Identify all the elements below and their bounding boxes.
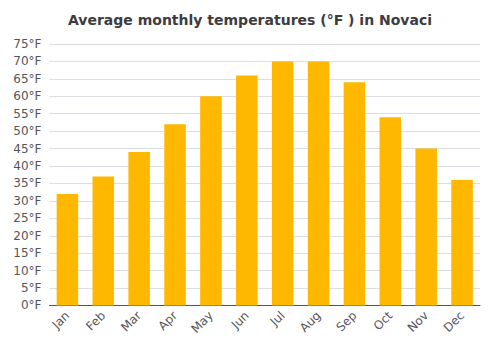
- svg-text:Jan: Jan: [49, 309, 73, 333]
- svg-text:15°F: 15°F: [13, 246, 41, 260]
- svg-text:30°F: 30°F: [13, 194, 41, 208]
- svg-text:0°F: 0°F: [21, 298, 42, 312]
- svg-text:Mar: Mar: [118, 308, 144, 334]
- svg-text:Aug: Aug: [297, 309, 323, 335]
- svg-text:35°F: 35°F: [13, 176, 41, 190]
- svg-text:Feb: Feb: [83, 309, 108, 334]
- svg-text:Oct: Oct: [371, 308, 396, 333]
- svg-text:70°F: 70°F: [13, 54, 41, 68]
- svg-text:Nov: Nov: [405, 309, 431, 335]
- svg-text:65°F: 65°F: [13, 72, 41, 86]
- svg-text:Jul: Jul: [267, 309, 288, 330]
- svg-text:60°F: 60°F: [13, 89, 41, 103]
- svg-text:10°F: 10°F: [13, 264, 41, 278]
- svg-text:Dec: Dec: [441, 309, 467, 335]
- svg-text:Sep: Sep: [334, 309, 360, 335]
- svg-text:Jun: Jun: [228, 309, 252, 333]
- svg-text:40°F: 40°F: [13, 159, 41, 173]
- svg-text:75°F: 75°F: [13, 37, 41, 51]
- svg-text:45°F: 45°F: [13, 142, 41, 156]
- svg-text:Average monthly temperatures (: Average monthly temperatures (°F ) in No…: [68, 12, 432, 28]
- svg-text:50°F: 50°F: [13, 124, 41, 138]
- svg-text:Apr: Apr: [155, 308, 180, 333]
- svg-text:May: May: [188, 309, 215, 336]
- svg-text:5°F: 5°F: [21, 281, 42, 295]
- svg-text:25°F: 25°F: [13, 211, 41, 225]
- svg-text:20°F: 20°F: [13, 229, 41, 243]
- svg-text:55°F: 55°F: [13, 107, 41, 121]
